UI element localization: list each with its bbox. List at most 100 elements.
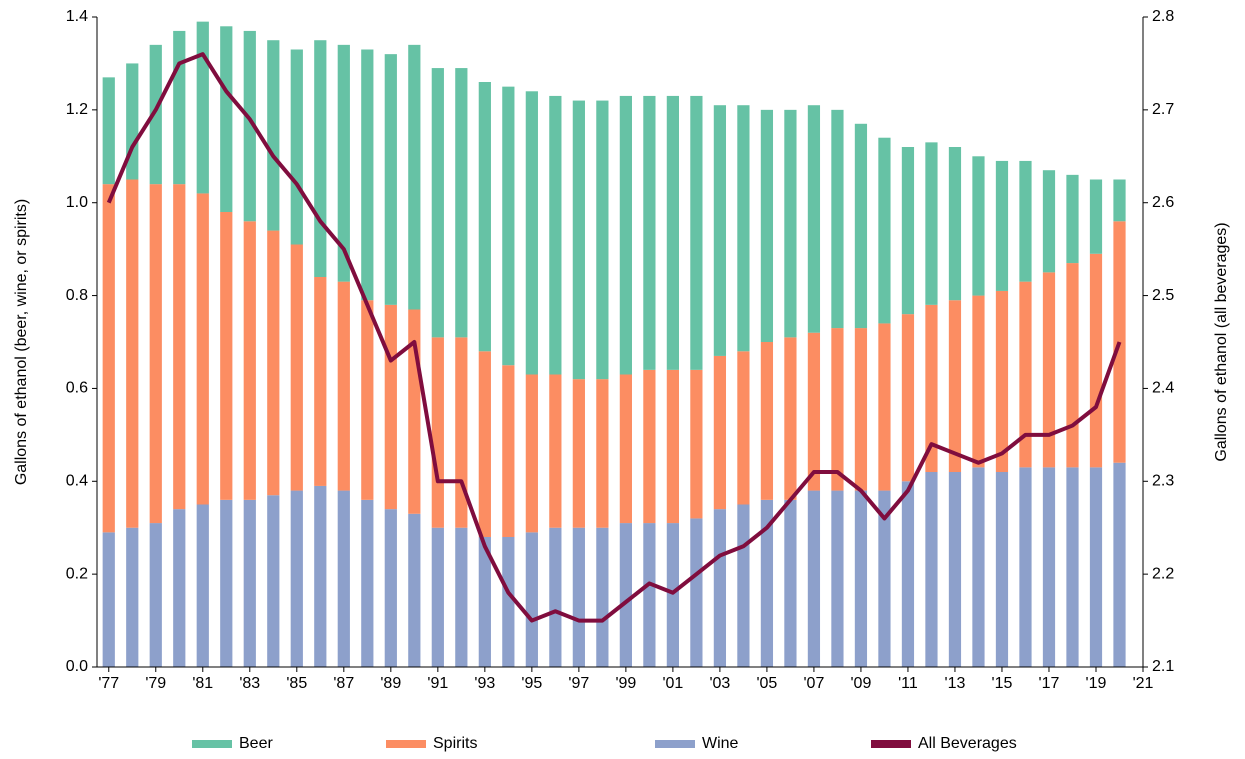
bar-segment bbox=[596, 379, 609, 528]
bar-segment bbox=[760, 109, 774, 342]
bar-segment bbox=[102, 77, 115, 185]
bar-segment bbox=[220, 212, 233, 500]
bar-segment bbox=[878, 323, 891, 491]
x-tick-label: '87 bbox=[333, 675, 354, 692]
bar-segment bbox=[126, 527, 139, 667]
bar-segment bbox=[972, 467, 985, 667]
bar-segment bbox=[948, 147, 962, 301]
bar-segment bbox=[431, 337, 444, 528]
bar-segment bbox=[173, 509, 186, 667]
bar-segment bbox=[220, 26, 233, 212]
bar-segment bbox=[1042, 467, 1056, 667]
bar-segment bbox=[690, 369, 703, 519]
bar-segment bbox=[995, 290, 1009, 472]
x-tick-label: '11 bbox=[898, 675, 918, 692]
x-tick-label: '83 bbox=[239, 675, 260, 692]
bar-segment bbox=[408, 44, 421, 310]
bar-segment bbox=[314, 40, 327, 277]
x-tick-label: '89 bbox=[380, 675, 401, 692]
bar-segment bbox=[290, 244, 303, 491]
bar-segment bbox=[267, 495, 280, 667]
bar-segment bbox=[1066, 174, 1079, 264]
bar-segment bbox=[784, 499, 797, 667]
bar-segment bbox=[948, 300, 962, 472]
bar-segment bbox=[831, 109, 844, 329]
bar-segment bbox=[549, 374, 562, 528]
legend-swatch bbox=[386, 740, 426, 748]
bar-segment bbox=[196, 193, 209, 505]
legend-swatch bbox=[192, 740, 232, 748]
x-tick-label: '13 bbox=[945, 675, 966, 692]
bar-segment bbox=[925, 472, 938, 667]
bar-segment bbox=[1113, 462, 1126, 667]
bar-segment bbox=[502, 86, 515, 366]
bar-segment bbox=[807, 490, 821, 667]
x-tick-label: '85 bbox=[286, 675, 307, 692]
x-tick-label: '99 bbox=[615, 675, 636, 692]
y-tick-label: 1.0 bbox=[66, 194, 88, 211]
x-tick-label: '77 bbox=[98, 675, 119, 692]
bar-segment bbox=[267, 230, 280, 496]
legend-label: Wine bbox=[702, 735, 739, 752]
bar-segment bbox=[267, 40, 280, 231]
bar-segment bbox=[1042, 170, 1056, 273]
x-tick-label: '93 bbox=[474, 675, 495, 692]
x-tick-label: '01 bbox=[662, 675, 683, 692]
legend-swatch bbox=[871, 740, 911, 748]
bar-segment bbox=[314, 277, 327, 486]
bar-segment bbox=[478, 351, 491, 537]
y-tick-label: 1.4 bbox=[66, 8, 88, 25]
bar-segment bbox=[455, 527, 468, 667]
bar-segment bbox=[1066, 467, 1079, 667]
bar-segment bbox=[502, 537, 515, 667]
bar-segment bbox=[525, 91, 538, 375]
bar-segment bbox=[196, 21, 209, 194]
y2-tick-label: 2.2 bbox=[1152, 565, 1174, 582]
bar-segment bbox=[666, 95, 679, 370]
bar-segment bbox=[1042, 272, 1056, 468]
x-tick-label: '05 bbox=[756, 675, 777, 692]
bar-segment bbox=[831, 328, 844, 491]
legend-label: All Beverages bbox=[918, 735, 1017, 752]
bar-segment bbox=[619, 523, 632, 667]
bar-segment bbox=[901, 314, 915, 482]
bar-segment bbox=[149, 184, 162, 524]
bar-segment bbox=[290, 490, 303, 667]
legend-label: Spirits bbox=[433, 735, 477, 752]
x-tick-label: '03 bbox=[709, 675, 730, 692]
x-tick-label: '09 bbox=[851, 675, 872, 692]
bar-segment bbox=[384, 54, 397, 305]
bar-segment bbox=[807, 105, 821, 333]
bar-segment bbox=[243, 30, 256, 222]
bar-segment bbox=[102, 532, 115, 667]
bar-segment bbox=[925, 304, 938, 472]
bar-segment bbox=[361, 499, 374, 667]
bar-segment bbox=[1089, 253, 1103, 468]
y-tick-label: 0.0 bbox=[66, 658, 88, 675]
bar-segment bbox=[690, 518, 703, 667]
y2-tick-label: 2.8 bbox=[1152, 8, 1174, 25]
x-tick-label: '79 bbox=[145, 675, 166, 692]
bar-segment bbox=[173, 30, 186, 185]
bar-segment bbox=[478, 537, 491, 667]
y2-tick-label: 2.4 bbox=[1152, 380, 1174, 397]
bar-segment bbox=[337, 44, 350, 282]
bar-segment bbox=[102, 184, 115, 533]
bar-segment bbox=[878, 137, 891, 324]
bar-segment bbox=[337, 490, 350, 667]
bar-segment bbox=[455, 337, 468, 528]
bar-segment bbox=[643, 369, 656, 524]
bar-segment bbox=[619, 374, 632, 524]
bar-segment bbox=[901, 481, 915, 667]
bar-segment bbox=[361, 300, 374, 500]
bar-segment bbox=[572, 100, 585, 380]
bar-segment bbox=[149, 44, 162, 185]
bar-segment bbox=[1019, 467, 1032, 667]
y2-tick-label: 2.3 bbox=[1152, 473, 1174, 490]
y2-tick-label: 2.1 bbox=[1152, 658, 1174, 675]
bar-segment bbox=[502, 365, 515, 537]
bar-segment bbox=[149, 523, 162, 667]
bar-segment bbox=[901, 147, 915, 315]
bar-segment bbox=[243, 221, 256, 500]
